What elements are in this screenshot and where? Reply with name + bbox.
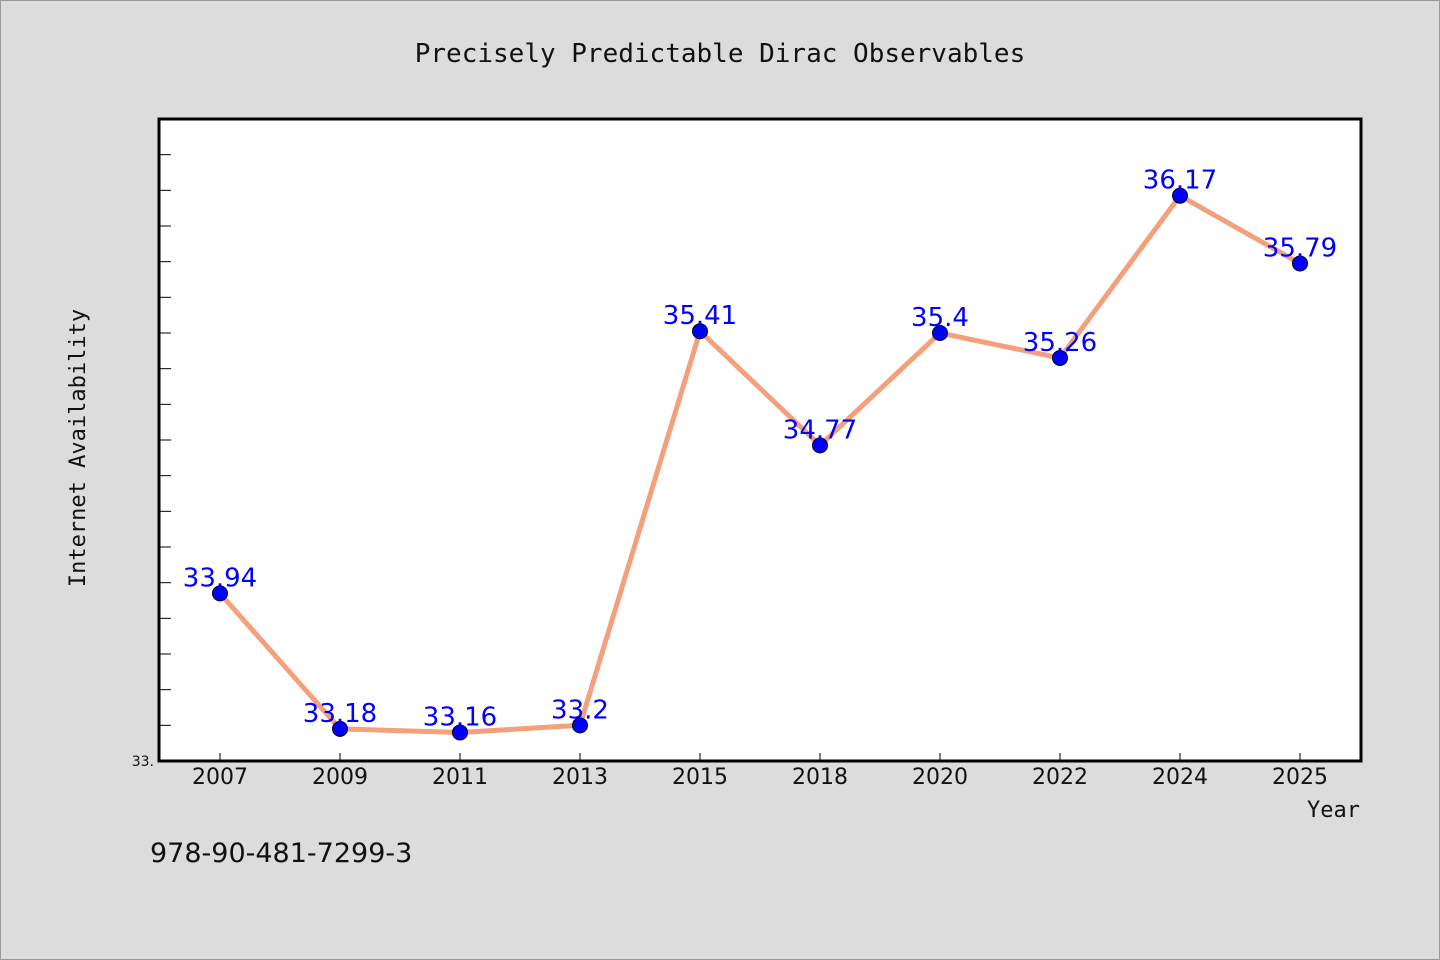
- x-axis-label: Year: [1307, 798, 1360, 823]
- data-point: [1172, 187, 1188, 204]
- isbn-text: 978-90-481-7299-3: [150, 838, 412, 869]
- data-point: [812, 437, 828, 454]
- data-point: [1052, 349, 1068, 366]
- data-label: 35.41: [663, 301, 737, 331]
- data-label: 33.94: [183, 563, 257, 593]
- x-tick-label: 2007: [192, 765, 248, 790]
- x-tick-label: 2022: [1032, 765, 1088, 790]
- data-point: [212, 585, 228, 602]
- chart-title: Precisely Predictable Dirac Observables: [415, 39, 1025, 69]
- data-point: [452, 724, 468, 741]
- data-labels: 33.94 33.18 33.16 33.2 35.41 34.77 35.4 35.26 36…: [183, 166, 1337, 733]
- data-point: [572, 717, 588, 734]
- data-point: [692, 323, 708, 340]
- y-axis-label: Internet Availability: [66, 309, 91, 587]
- data-point: [1292, 255, 1308, 272]
- data-label: 34.77: [783, 415, 857, 445]
- x-tick-label: 2025: [1272, 765, 1328, 790]
- x-tick-label: 2024: [1152, 765, 1208, 790]
- data-point: [932, 325, 948, 341]
- data-label: 35.4: [911, 303, 969, 333]
- series-markers: [212, 187, 1308, 741]
- x-tick-label: 2015: [672, 765, 728, 790]
- plot-border: [157, 117, 1363, 763]
- data-label: 33.18: [303, 699, 377, 729]
- x-tick-label: 2018: [792, 765, 848, 790]
- series-line: [217, 193, 1303, 735]
- x-tick-label: 2013: [552, 765, 608, 790]
- x-tick-label: 2011: [432, 765, 488, 790]
- data-label: 36.17: [1143, 166, 1217, 196]
- data-label: 35.79: [1263, 233, 1337, 263]
- x-tick-label: 2009: [312, 765, 368, 790]
- plot-area: [159, 119, 1361, 761]
- x-axis-ticks: 2007 2009 2011 2013 2015 2018 2020 2022 2024 2025: [192, 753, 1328, 790]
- data-label: 35.26: [1023, 328, 1097, 358]
- y-tick-label: 33.: [132, 754, 154, 770]
- y-axis-ticks: [159, 154, 171, 726]
- x-tick-label: 2020: [912, 765, 968, 790]
- data-label: 33.16: [423, 702, 497, 732]
- data-label: 33.2: [551, 695, 609, 725]
- data-point: [332, 720, 348, 737]
